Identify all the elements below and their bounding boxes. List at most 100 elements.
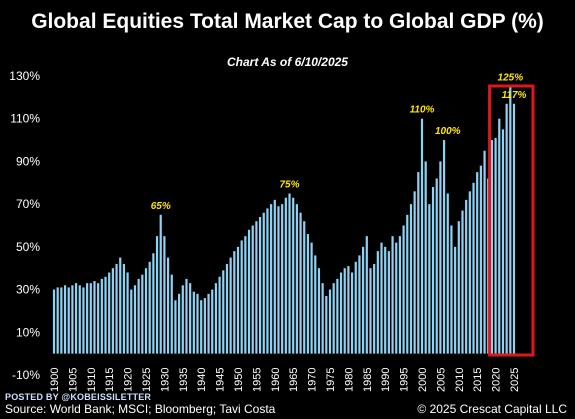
x-tick-label: 1910	[86, 368, 98, 392]
x-tick-label: 1935	[178, 368, 190, 392]
bar	[137, 278, 140, 354]
bar	[196, 293, 199, 354]
bar	[119, 257, 122, 354]
bar	[211, 289, 214, 354]
x-tick-label: 1970	[307, 368, 319, 392]
bar	[97, 283, 100, 354]
bar	[465, 199, 468, 354]
bar	[479, 165, 482, 354]
bar	[218, 276, 221, 354]
bar	[251, 225, 254, 354]
bar	[350, 272, 354, 354]
bar	[163, 236, 166, 354]
bar	[373, 263, 376, 354]
chart-title: Global Equities Total Market Cap to Glob…	[31, 10, 544, 33]
bar	[277, 206, 280, 354]
bar	[398, 236, 402, 354]
bar	[281, 204, 284, 354]
bar	[130, 289, 133, 354]
bar	[413, 191, 416, 354]
bar	[63, 285, 67, 354]
x-tick-label: 2015	[472, 368, 484, 392]
bar	[402, 225, 405, 354]
bar	[71, 285, 74, 354]
bar	[343, 268, 346, 354]
bar	[273, 199, 276, 354]
bar	[126, 272, 129, 354]
bar	[299, 212, 302, 354]
bar	[461, 210, 464, 354]
data-label: 125%	[498, 73, 524, 84]
bar	[512, 103, 516, 354]
bar	[207, 293, 210, 354]
bar	[417, 172, 420, 354]
bar	[222, 270, 225, 354]
bar	[82, 287, 85, 354]
bar	[60, 287, 63, 354]
bar	[67, 287, 70, 354]
bar	[325, 295, 328, 354]
bar	[365, 236, 368, 354]
bar	[52, 289, 56, 354]
y-tick-label: 130%	[9, 69, 40, 83]
bar	[369, 268, 372, 354]
x-tick-label: 1915	[104, 368, 116, 392]
x-tick-label: 2010	[454, 368, 466, 392]
bar	[141, 274, 144, 354]
bar	[332, 283, 335, 354]
bar	[442, 140, 446, 354]
bar	[115, 263, 118, 354]
bar	[391, 236, 394, 354]
chart-subtitle: Chart As of 6/10/2025	[227, 55, 348, 69]
bar	[295, 204, 298, 354]
bar	[270, 204, 273, 354]
data-label: 110%	[410, 105, 435, 116]
bar	[244, 236, 247, 354]
bar	[387, 251, 390, 354]
bar	[420, 118, 424, 354]
bar	[376, 251, 379, 354]
bar	[468, 191, 471, 354]
bar	[148, 261, 151, 354]
bar	[310, 242, 313, 354]
bar	[306, 234, 310, 354]
bar	[428, 204, 431, 354]
bar	[490, 140, 494, 354]
y-axis: -10% 10% 30% 50% 70% 90% 110% 130%	[9, 69, 40, 382]
x-tick-label: 1985	[362, 368, 374, 392]
bar	[328, 289, 332, 354]
bar	[192, 291, 195, 354]
bar	[483, 150, 486, 354]
x-tick-label: 1940	[196, 368, 208, 392]
bar	[133, 285, 137, 354]
copyright-note: © 2025 Crescat Capital LLC	[417, 402, 567, 416]
x-tick-label: 1945	[215, 368, 227, 392]
bar	[439, 161, 442, 354]
bar	[111, 268, 114, 354]
x-tick-label: 2005	[435, 368, 447, 392]
bar	[200, 300, 203, 354]
bar	[472, 182, 475, 354]
bar	[258, 216, 262, 354]
x-tick-label: 1950	[233, 368, 245, 392]
highlight-rect	[488, 84, 535, 357]
bar	[159, 214, 162, 354]
bar	[317, 268, 321, 354]
bar	[476, 172, 479, 354]
x-tick-label: 1955	[251, 368, 263, 392]
bar	[247, 229, 251, 354]
bar	[435, 178, 438, 354]
bar	[339, 272, 343, 354]
bar	[314, 255, 317, 354]
bar	[450, 225, 453, 354]
bar	[74, 283, 78, 354]
data-label: 65%	[151, 201, 171, 212]
x-tick-label: 1960	[270, 368, 282, 392]
bar	[406, 214, 409, 354]
bar	[178, 293, 181, 354]
bar	[395, 242, 398, 354]
bar	[89, 283, 92, 354]
bar	[214, 283, 218, 354]
bar	[78, 285, 81, 354]
